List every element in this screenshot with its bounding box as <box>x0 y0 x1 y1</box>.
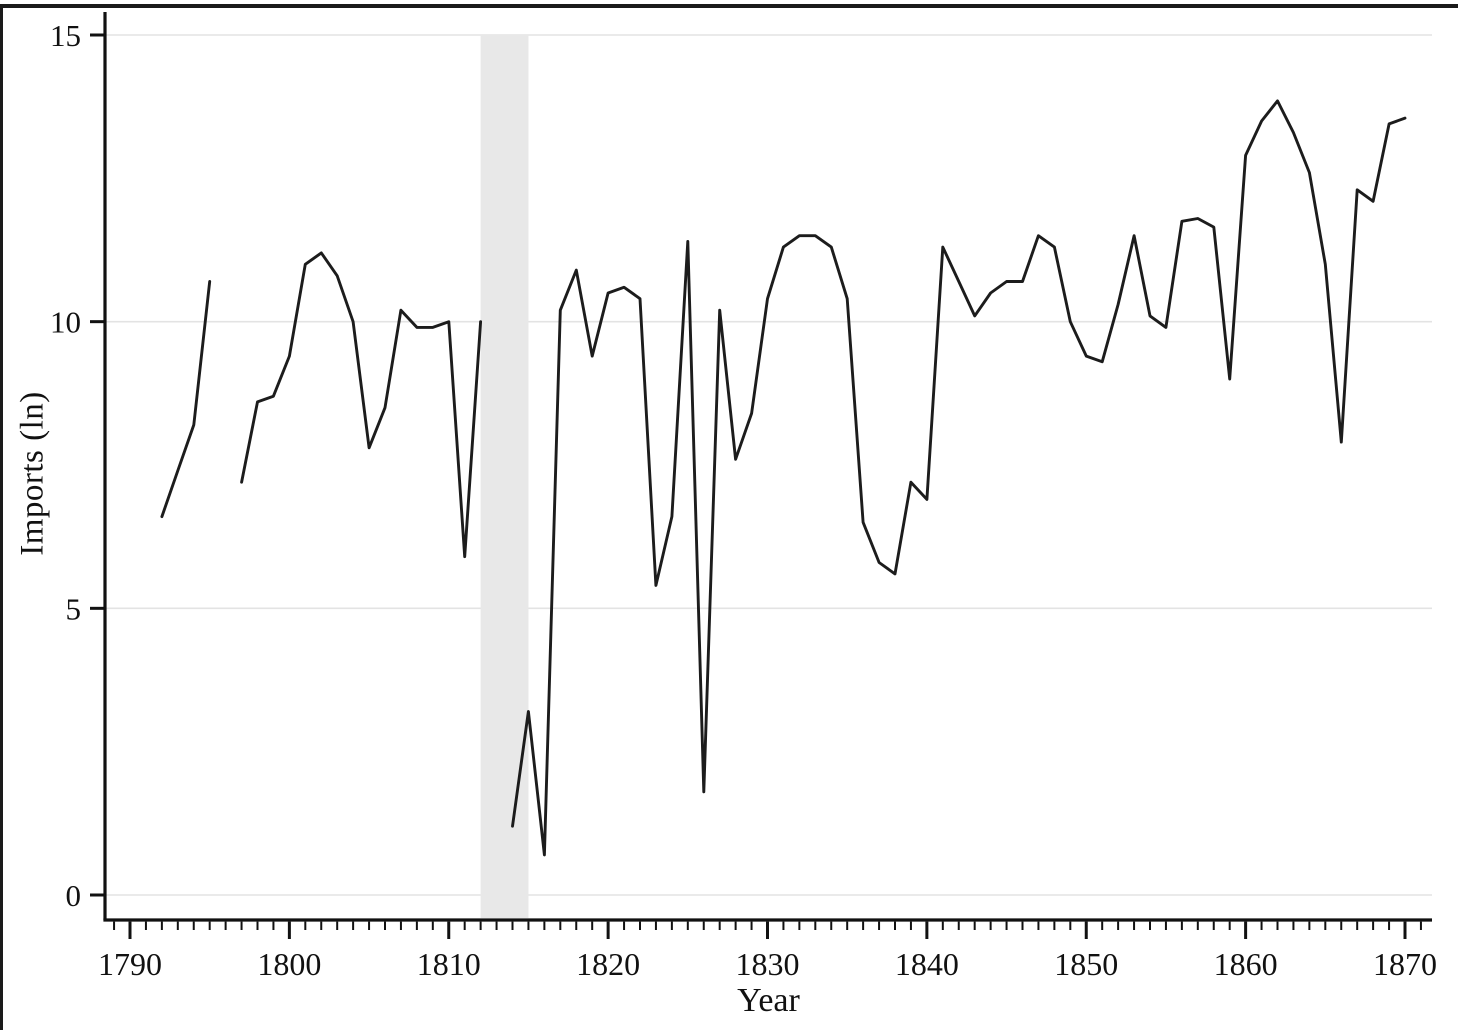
y-tick-label: 0 <box>66 878 82 913</box>
figure-top-border <box>0 4 1458 8</box>
figure-left-border <box>0 4 3 1030</box>
x-tick-label: 1860 <box>1214 946 1278 982</box>
imports-series-line <box>160 99 1407 857</box>
x-tick-label: 1820 <box>576 946 640 982</box>
x-tick-label: 1790 <box>98 946 162 982</box>
x-tick-label: 1870 <box>1373 946 1437 982</box>
x-tick-label: 1800 <box>257 946 321 982</box>
x-axis-title: Year <box>737 982 800 1019</box>
x-tick-label: 1850 <box>1054 946 1118 982</box>
y-axis-title: Imports (ln) <box>14 391 51 556</box>
x-tick-label: 1810 <box>417 946 481 982</box>
y-tick-label: 5 <box>66 591 82 626</box>
shaded-band <box>480 35 529 918</box>
y-tick-label: 15 <box>50 18 81 53</box>
x-tick-label: 1830 <box>736 946 800 982</box>
x-tick-label: 1840 <box>895 946 959 982</box>
y-tick-label: 10 <box>50 305 81 340</box>
